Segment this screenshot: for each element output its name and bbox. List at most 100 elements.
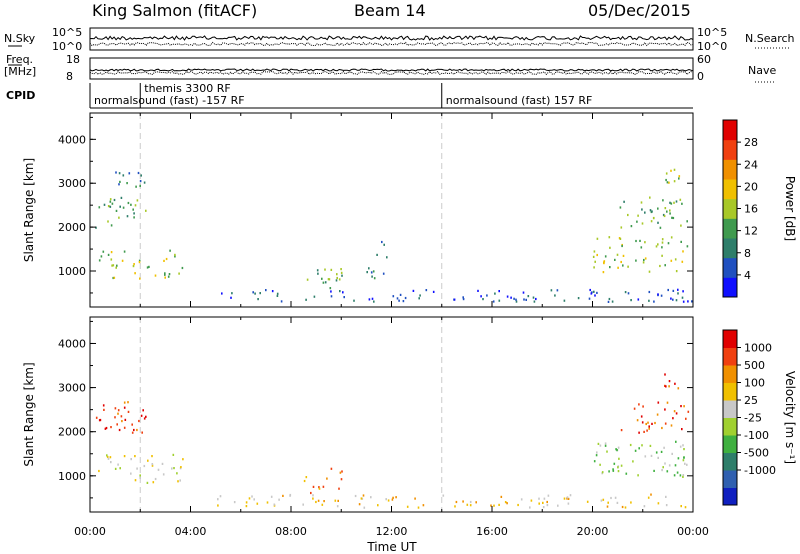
echo-cell bbox=[623, 200, 625, 203]
echo-cell bbox=[230, 296, 232, 299]
echo-cell bbox=[110, 224, 113, 227]
echo-cell bbox=[599, 444, 602, 447]
echo-cell bbox=[634, 449, 637, 452]
echo-cell bbox=[650, 454, 653, 457]
echo-cell bbox=[674, 464, 677, 467]
echo-cell bbox=[641, 444, 643, 447]
echo-cell bbox=[596, 237, 599, 240]
echo-cell bbox=[666, 401, 669, 404]
echo-cell bbox=[670, 202, 673, 205]
x-tick-label-0: 00:00 bbox=[74, 525, 106, 538]
echo-cell bbox=[668, 181, 670, 184]
echo-cell bbox=[123, 406, 126, 409]
echo-cell bbox=[680, 505, 682, 508]
colorbar-swatch-5 bbox=[723, 179, 737, 200]
echo-cell bbox=[289, 493, 292, 497]
x-tick-label-4: 16:00 bbox=[476, 525, 508, 538]
echo-cell bbox=[613, 462, 616, 465]
echo-cell bbox=[644, 241, 646, 244]
echo-cell bbox=[664, 207, 667, 210]
echo-cell bbox=[577, 297, 580, 300]
colorbar-label-4: 20 bbox=[744, 180, 758, 193]
echo-cell bbox=[140, 174, 142, 177]
echo-cell bbox=[122, 174, 125, 177]
echo-cell bbox=[523, 298, 525, 301]
echo-cell bbox=[475, 501, 477, 504]
echo-cell bbox=[637, 298, 640, 301]
echo-cell bbox=[370, 271, 373, 274]
echo-cell bbox=[664, 264, 666, 267]
echo-cell bbox=[217, 498, 219, 501]
echo-cell bbox=[682, 474, 685, 477]
echo-cell bbox=[151, 464, 154, 467]
velocity-colorbar: 1000 500 100 25 -25 -100 -500 -1000 Velocity [m … bbox=[722, 329, 797, 506]
date-title: 05/Dec/2015 bbox=[588, 1, 691, 20]
echo-cell bbox=[550, 289, 553, 292]
echo-cell bbox=[336, 505, 339, 508]
echo-cell bbox=[617, 266, 619, 269]
echo-cell bbox=[673, 201, 675, 204]
echo-cell bbox=[282, 494, 284, 497]
echo-cell bbox=[648, 427, 650, 430]
echo-cell bbox=[330, 467, 333, 470]
echo-cell bbox=[112, 264, 115, 267]
echo-cell bbox=[616, 449, 618, 452]
colorbar-label-5: 24 bbox=[744, 158, 758, 171]
echo-cell bbox=[310, 491, 312, 495]
echo-cell bbox=[647, 421, 649, 424]
echo-cell bbox=[641, 222, 644, 225]
echo-cell bbox=[663, 214, 666, 218]
echo-cell bbox=[620, 260, 622, 264]
echo-cell bbox=[557, 504, 559, 507]
echo-cell bbox=[597, 442, 600, 445]
x-tick-label-3: 12:00 bbox=[376, 525, 408, 538]
echo-cell bbox=[673, 180, 676, 183]
echo-cell bbox=[182, 458, 184, 461]
echo-cell bbox=[627, 292, 630, 295]
echo-cell bbox=[109, 456, 112, 459]
colorbar-swatch-8 bbox=[723, 120, 737, 141]
echo-cell bbox=[678, 177, 680, 180]
echo-cell bbox=[303, 479, 306, 483]
echo-cell bbox=[620, 464, 623, 467]
freq-trace bbox=[89, 68, 694, 76]
echo-cell bbox=[630, 299, 632, 302]
echo-cell bbox=[646, 429, 648, 432]
echo-cell bbox=[161, 462, 164, 465]
echo-cell bbox=[256, 502, 259, 505]
echo-cell bbox=[630, 501, 632, 504]
freq-tick-bottom: 8 bbox=[66, 70, 73, 83]
echo-cell bbox=[112, 276, 114, 280]
echo-cell bbox=[608, 297, 611, 301]
echo-cell bbox=[339, 471, 342, 474]
echo-cell bbox=[180, 466, 182, 469]
cpid-entry-0: themis 3300 RF bbox=[144, 82, 231, 95]
echo-cell bbox=[635, 259, 637, 262]
echo-cell bbox=[231, 292, 233, 295]
echo-cell bbox=[680, 240, 682, 243]
echo-cell bbox=[638, 447, 640, 450]
y-tick-label-0: 1000 bbox=[58, 265, 86, 278]
echo-cell bbox=[111, 202, 114, 205]
echo-cell bbox=[533, 300, 536, 303]
echo-cell bbox=[627, 265, 629, 268]
echo-cell bbox=[594, 294, 596, 297]
colorbar-swatch-6 bbox=[723, 159, 737, 180]
echo-cell bbox=[382, 272, 385, 275]
echo-cell bbox=[672, 298, 674, 301]
x-tick-label-6: 00:00 bbox=[677, 525, 709, 538]
echo-cell bbox=[312, 485, 315, 488]
echo-cell bbox=[686, 245, 689, 248]
echo-cell bbox=[657, 456, 659, 459]
echo-cell bbox=[340, 271, 343, 274]
echo-cell bbox=[651, 422, 653, 425]
echo-cell bbox=[313, 295, 316, 298]
echo-cell bbox=[425, 289, 428, 292]
echo-cells bbox=[95, 373, 690, 509]
echo-cell bbox=[600, 499, 603, 502]
echo-cell bbox=[673, 474, 676, 477]
echo-cell bbox=[105, 426, 108, 430]
echo-cell bbox=[569, 494, 572, 497]
echo-cell bbox=[154, 274, 157, 277]
echo-cell bbox=[329, 287, 332, 290]
